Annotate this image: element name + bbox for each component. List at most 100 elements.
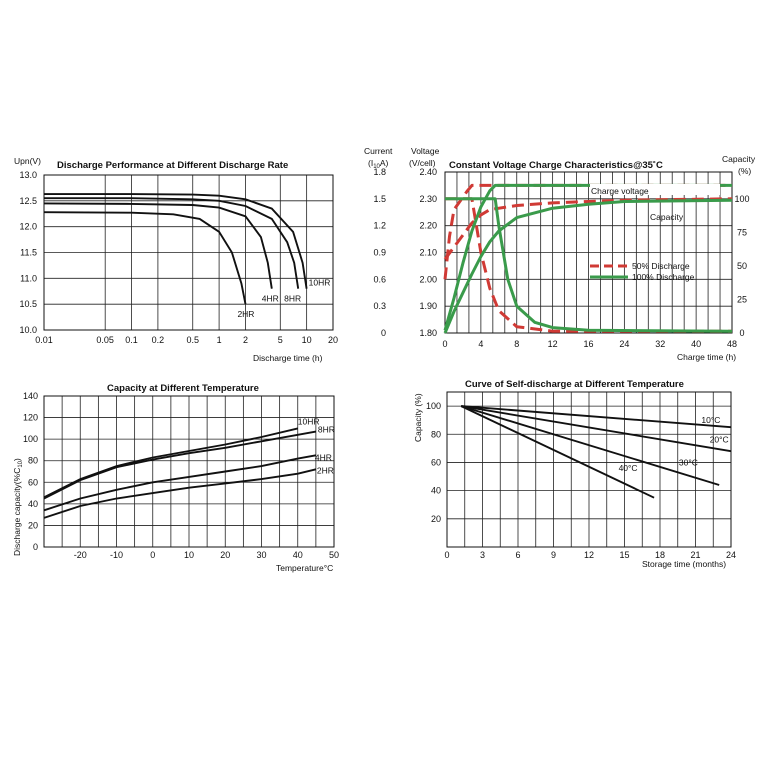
c2-current-tick-label: 0.9 — [373, 248, 386, 258]
c1-xtick-label: 0.2 — [152, 335, 165, 345]
c4-xtick-label: 6 — [515, 550, 520, 560]
c3-series-8hr — [43, 430, 317, 500]
c1-ytick-label: 13.0 — [19, 170, 37, 180]
c2-series-50-discharge-capacity — [443, 197, 733, 261]
c3-series-4hr — [43, 454, 317, 512]
c3-xtick-label: 20 — [220, 550, 230, 560]
c2-xtick-label: 24 — [619, 339, 629, 349]
c3-frame — [43, 395, 335, 548]
c1-series-label-8hr: 8HR — [284, 294, 301, 304]
c2-xtick-label: 12 — [548, 339, 558, 349]
c2-series-100-discharge-charge-voltage — [443, 183, 732, 331]
c4-ytick-label: 20 — [431, 514, 441, 524]
c2-capacity-tick-label: 100 — [734, 194, 749, 204]
c1-xtick-label: 0.5 — [186, 335, 199, 345]
c3-title: Capacity at Different Temperature — [107, 383, 259, 394]
c1-ytick-label: 10.5 — [19, 299, 37, 309]
c2-current-unit: (I10A) — [368, 158, 389, 170]
c1-ytick-label: 11.0 — [20, 273, 37, 283]
c2-annotation-charge-voltage: Charge voltage — [591, 186, 649, 196]
c4-ytick-label: 40 — [431, 486, 441, 496]
c4-frame — [446, 391, 732, 548]
c3-series-label-2hr: 2HR — [317, 465, 334, 475]
c2-current-tick-label: 0.3 — [373, 301, 386, 311]
c3-xtick-label: -20 — [74, 550, 87, 560]
c3-xtick-label: 30 — [256, 550, 266, 560]
c4-ytick-label: 80 — [431, 429, 441, 439]
c4-series-label-10-c: 10°C — [701, 415, 720, 425]
c1-xtick-label: 1 — [217, 335, 222, 345]
c4-series: 10°C 20°C 30°C 40°C — [460, 405, 732, 499]
c4-series-label-30-c: 30°C — [679, 457, 698, 467]
c3-ytick-label: 20 — [28, 520, 38, 530]
c1-ytick-label: 12.5 — [19, 196, 37, 206]
c1-ticks: 0.01 0.05 0.1 0.2 0.5 1 2 5 10 20 10.0 10.5 11.0 11.5… — [19, 170, 338, 345]
c1-ytick-label: 11.5 — [20, 248, 37, 258]
c2-current-tick-label: 1.5 — [373, 194, 386, 204]
c1-xtick-label: 10 — [302, 335, 312, 345]
c1-series-label-2hr: 2HR — [237, 309, 254, 319]
c1-xtick-label: 0.1 — [125, 335, 138, 345]
c3-series-label-8hr: 8HR — [318, 425, 335, 435]
c4-xlabel: Storage time (months) — [642, 559, 726, 569]
c3-series-label-10hr: 10HR — [298, 416, 320, 426]
c2-capacity-tick-label: 50 — [737, 261, 747, 271]
c2-xtick-label: 0 — [442, 339, 447, 349]
c2-capacity-unit: (%) — [738, 166, 751, 176]
c3-series-label-4hr: 4HR — [315, 452, 332, 462]
c2-capacity-tick-label: 75 — [737, 227, 747, 237]
c4-series-30-c — [460, 405, 720, 486]
c2-voltage-tick-label: 2.00 — [419, 274, 437, 284]
c2-voltage-tick-label: 1.80 — [419, 328, 437, 338]
c2-xtick-label: 40 — [691, 339, 701, 349]
c2-legend-100: 100% Discharge — [632, 272, 695, 282]
c3-ytick-label: 60 — [28, 477, 38, 487]
c3-series-10hr — [43, 427, 299, 499]
c2-legend: 50% Discharge 100% Discharge — [590, 261, 695, 282]
c2-legend-50: 50% Discharge — [632, 261, 690, 271]
c3-ytick-label: 120 — [23, 413, 38, 423]
c3-xtick-label: 40 — [293, 550, 303, 560]
c2-series-100-discharge-capacity — [443, 198, 733, 334]
c3-ytick-label: 40 — [28, 499, 38, 509]
c4-xtick-label: 3 — [480, 550, 485, 560]
c3-xtick-label: 10 — [184, 550, 194, 560]
c3-xtick-label: -10 — [110, 550, 123, 560]
c4-series-20-c — [461, 405, 732, 453]
c2-ticks: 0 4 8 12 16 24 32 40 481.801.902.002.102.202.302… — [373, 167, 749, 349]
c2-xtick-label: 4 — [478, 339, 483, 349]
c2-voltage-tick-label: 2.30 — [419, 194, 437, 204]
c4-grid — [446, 392, 732, 547]
c1-frame — [43, 174, 334, 331]
c1-series-8hr — [44, 197, 300, 289]
c2-capacity-tick-label: 25 — [737, 294, 747, 304]
c2-capacity-tick-label: 0 — [739, 328, 744, 338]
c2-voltage-tick-label: 2.20 — [419, 221, 437, 231]
c1-series-2hr — [43, 211, 247, 305]
c4-xtick-label: 9 — [551, 550, 556, 560]
c4-xtick-label: 0 — [444, 550, 449, 560]
c3-ytick-label: 80 — [28, 456, 38, 466]
c2-voltage-label: Voltage — [411, 146, 440, 156]
c3-ytick-label: 100 — [23, 434, 38, 444]
c4-ytick-label: 100 — [426, 401, 441, 411]
c2-current-label: Current — [364, 146, 393, 156]
c4-xtick-label: 12 — [584, 550, 594, 560]
c2-annotation-bg — [590, 184, 720, 195]
c2-xtick-label: 32 — [655, 339, 665, 349]
c3-ytick-label: 140 — [23, 391, 38, 401]
c2-voltage-unit: (V/cell) — [409, 158, 436, 168]
c4-xtick-label: 18 — [655, 550, 665, 560]
c2-xtick-label: 8 — [514, 339, 519, 349]
c2-capacity-label: Capacity — [722, 154, 756, 164]
c2-voltage-tick-label: 1.90 — [419, 301, 437, 311]
c1-xtick-label: 2 — [243, 335, 248, 345]
c1-ytick-label: 10.0 — [19, 325, 37, 335]
c2-current-tick-label: 1.8 — [373, 167, 386, 177]
c1-series-label-10hr: 10HR — [309, 278, 331, 288]
c2-current-tick-label: 1.2 — [373, 221, 386, 231]
c2-current-tick-label: 0 — [381, 328, 386, 338]
